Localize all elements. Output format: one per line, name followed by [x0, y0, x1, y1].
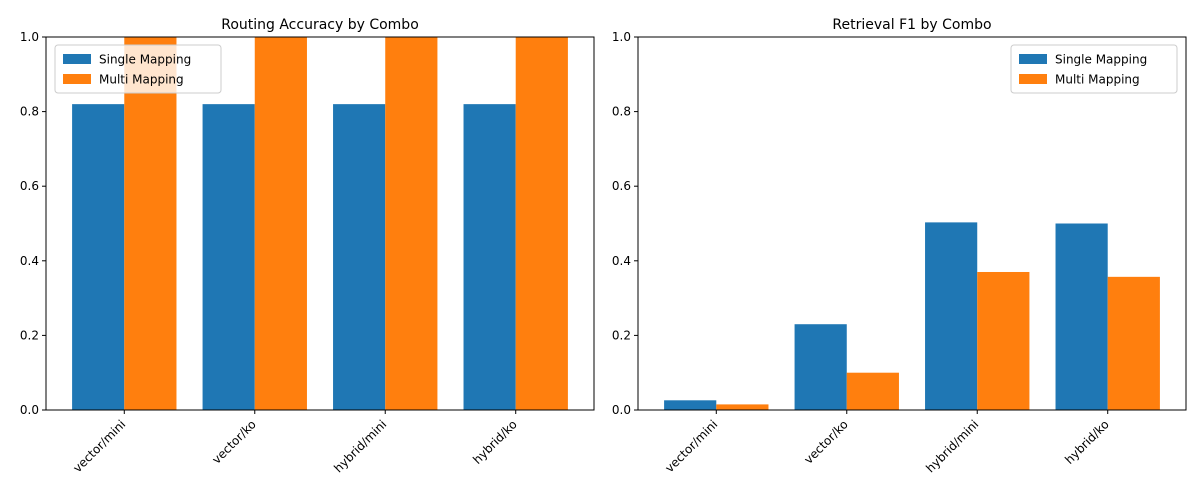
multi-mapping-bar — [1107, 276, 1160, 410]
chart-title: Retrieval F1 by Combo — [832, 17, 991, 33]
y-tick-label: 0.8 — [612, 105, 631, 119]
single-mapping-bar — [925, 222, 978, 410]
single-mapping-bar — [202, 104, 255, 410]
legend-swatch — [63, 54, 91, 64]
legend-swatch — [63, 74, 91, 84]
legend: Single Mapping Multi Mapping — [1010, 44, 1178, 94]
legend-label: Single Mapping — [1055, 53, 1147, 67]
chart-title: Routing Accuracy by Combo — [221, 17, 419, 33]
single-mapping-bar — [664, 400, 717, 410]
y-tick-label: 1.0 — [20, 30, 39, 44]
multi-mapping-bar — [515, 37, 568, 410]
single-mapping-bar — [794, 324, 847, 410]
multi-mapping-bar — [977, 271, 1030, 410]
legend-label: Multi Mapping — [1055, 73, 1140, 87]
y-tick-label: 0.6 — [20, 179, 39, 193]
legend-swatch — [1019, 74, 1047, 84]
y-tick-label: 1.0 — [612, 30, 631, 44]
single-mapping-bar — [463, 104, 516, 410]
y-tick-label: 0.4 — [612, 254, 631, 268]
legend-box — [1010, 44, 1178, 94]
y-tick-label: 0.0 — [20, 403, 39, 417]
plot-frame — [637, 36, 1187, 411]
multi-mapping-bar — [846, 372, 899, 410]
y-tick-label: 0.0 — [612, 403, 631, 417]
legend: Single Mapping Multi Mapping — [54, 44, 222, 94]
y-tick-label: 0.4 — [20, 254, 39, 268]
multi-mapping-bar — [716, 404, 769, 410]
retrieval-f1-chart: Retrieval F1 by Combo0.00.20.40.60.81.0v… — [612, 17, 1187, 475]
single-mapping-bar — [1055, 223, 1108, 410]
single-mapping-bar — [333, 104, 386, 410]
y-tick-label: 0.2 — [20, 328, 39, 342]
multi-mapping-bar — [124, 37, 177, 410]
legend-label: Single Mapping — [99, 53, 191, 67]
single-mapping-bar — [72, 104, 125, 410]
legend-box — [54, 44, 222, 94]
y-tick-label: 0.8 — [20, 105, 39, 119]
legend-swatch — [1019, 54, 1047, 64]
plot-frame — [45, 36, 595, 411]
multi-mapping-bar — [254, 37, 307, 410]
multi-mapping-bar — [385, 37, 438, 410]
y-tick-label: 0.6 — [612, 179, 631, 193]
legend-label: Multi Mapping — [99, 73, 184, 87]
y-tick-label: 0.2 — [612, 328, 631, 342]
routing-accuracy-chart: Routing Accuracy by Combo 0.0 0.2 0.4 0.6 0.8… — [20, 17, 595, 475]
